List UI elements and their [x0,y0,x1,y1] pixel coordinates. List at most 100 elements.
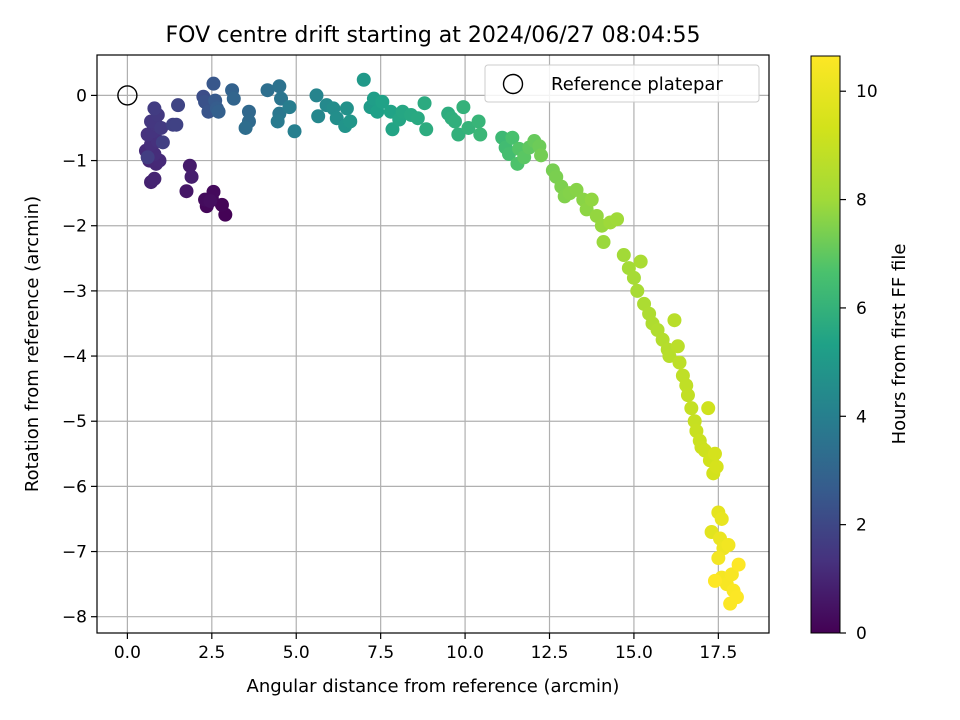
data-point [461,120,476,135]
colorbar-ticks: 0 2 4 6 8 10 [840,82,878,644]
plot-frame [96,54,770,634]
colorbar-tick-label: 10 [856,82,878,102]
data-point [282,100,297,115]
data-point [707,573,722,588]
data-point [534,148,549,163]
y-axis-label: Rotation from reference (arcmin) [22,196,43,492]
data-point [724,567,739,582]
x-tick-label: 10.0 [446,643,484,663]
data-point [701,401,716,416]
data-point [147,101,162,116]
y-tick-label: −5 [62,412,87,432]
legend-label: Reference platepar [551,74,723,95]
data-point [709,459,724,474]
y-tick-label: 0 [76,86,87,106]
reference-platepar-marker [117,85,138,106]
data-point [287,124,302,139]
data-point [270,114,285,129]
y-tick-label: −2 [62,217,87,237]
legend-box [484,64,760,103]
data-point [410,111,425,126]
data-point [447,114,462,129]
data-point [171,98,186,113]
data-point [182,158,197,173]
data-point [203,193,218,208]
data-point [311,109,326,124]
data-point [385,122,400,137]
data-point [147,171,162,186]
data-point [714,511,729,526]
colorbar-tick-label: 4 [856,407,867,427]
x-axis-label: Angular distance from reference (arcmin) [247,676,620,697]
data-point [721,538,736,553]
data-point [274,91,289,106]
data-point [680,388,695,403]
data-point [670,339,685,354]
colorbar-tick-label: 8 [856,191,867,211]
data-point [179,184,194,199]
data-point [584,192,599,207]
y-tick-label: −7 [62,543,87,563]
data-point [473,127,488,142]
y-axis-ticks: 0 −1 −2 −3 −4 −5 −6 −7 −8 [62,86,97,628]
data-point [451,127,466,142]
data-point [633,254,648,269]
data-point [343,114,358,129]
data-point [226,91,241,106]
data-point [662,349,677,364]
colorbar: 0 2 4 6 8 10 Hours from first FF file [810,55,910,644]
data-point [309,88,324,103]
data-point [238,120,253,135]
data-point [339,101,354,116]
data-point [616,248,631,263]
colorbar-tick-label: 0 [856,624,867,644]
x-tick-label: 0.0 [114,643,141,663]
x-tick-label: 2.5 [198,643,225,663]
data-point [260,83,275,98]
data-point [419,122,434,137]
data-point [684,401,699,416]
y-tick-label: −8 [62,608,87,628]
data-point [569,182,584,197]
chart-title: FOV centre drift starting at 2024/06/27 … [166,23,701,48]
x-tick-label: 17.5 [699,643,737,663]
data-point [731,557,746,572]
data-point [672,355,687,370]
colorbar-gradient [810,55,841,634]
data-point [211,104,226,119]
data-point [272,79,287,94]
y-tick-label: −6 [62,477,87,497]
x-axis-ticks: 0.0 2.5 5.0 7.5 10.0 12.5 15.0 17.5 [114,633,737,663]
data-point [456,100,471,115]
legend-open-circle-marker [502,73,524,95]
data-point [375,94,390,109]
data-point [356,72,371,87]
data-point [729,590,744,605]
x-tick-label: 5.0 [283,643,310,663]
data-point [630,283,645,298]
data-point [154,120,169,135]
data-point [169,117,184,132]
y-tick-label: −3 [62,282,87,302]
y-tick-label: −1 [62,152,87,172]
data-point [184,169,199,184]
data-points [138,72,746,611]
y-tick-label: −4 [62,347,87,367]
data-point [711,551,726,566]
data-point [596,235,611,250]
data-point [667,313,682,328]
data-point [241,104,256,119]
data-point [155,135,170,150]
x-tick-label: 7.5 [367,643,394,663]
data-point [140,150,155,165]
data-point [707,446,722,461]
colorbar-tick-label: 6 [856,299,867,319]
legend: Reference platepar [484,64,760,103]
x-tick-label: 15.0 [615,643,653,663]
data-point [471,114,486,129]
data-point [206,76,221,91]
data-point [626,270,641,285]
colorbar-tick-label: 2 [856,516,867,536]
data-point [610,212,625,227]
